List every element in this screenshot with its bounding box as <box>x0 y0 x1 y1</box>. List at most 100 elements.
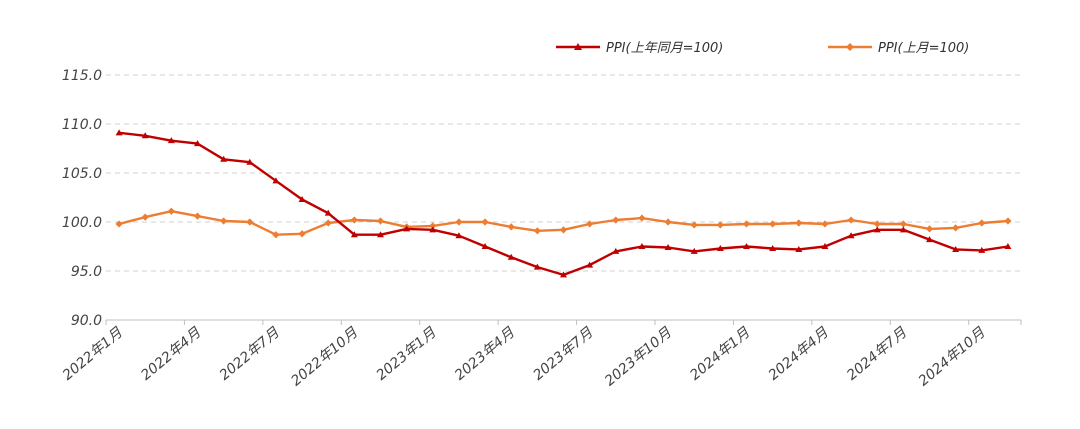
data-point <box>795 245 803 252</box>
y-tick-label: 95.0 <box>71 264 102 280</box>
data-point <box>324 209 332 216</box>
data-point <box>533 227 541 235</box>
data-point <box>403 225 411 232</box>
data-point <box>141 132 149 139</box>
data-point <box>586 220 594 228</box>
legend-item-yoy: PPI(上年同月=100) <box>556 37 723 56</box>
data-point <box>795 219 803 227</box>
data-point <box>220 155 228 162</box>
y-tick-label: 90.0 <box>71 313 102 329</box>
data-point <box>664 243 672 250</box>
data-point <box>821 220 829 228</box>
data-point <box>167 137 175 144</box>
series-ppi-yoy <box>115 129 1012 278</box>
x-tick-label: 2023年4月 <box>452 324 519 384</box>
data-point <box>115 220 123 228</box>
data-point <box>978 219 986 227</box>
data-point <box>455 232 463 239</box>
data-point <box>899 220 907 228</box>
data-point <box>690 247 698 254</box>
data-point <box>638 214 646 222</box>
y-tick-label: 100.0 <box>62 215 102 231</box>
data-point <box>376 217 385 225</box>
data-point <box>272 177 280 184</box>
data-point <box>1004 217 1012 225</box>
data-point <box>481 218 489 226</box>
data-point <box>533 263 541 270</box>
data-point <box>167 207 175 215</box>
data-point <box>298 230 306 238</box>
data-point <box>769 220 777 228</box>
data-point <box>324 219 332 227</box>
data-point <box>141 213 149 221</box>
x-tick-label: 2023年7月 <box>530 324 597 384</box>
data-point <box>612 216 620 224</box>
data-point <box>638 243 646 249</box>
x-axis: 2022年1月 2022年4月 2022年7月 2022年10月 2023年1月 2023… <box>60 319 1022 389</box>
data-point <box>821 243 829 249</box>
data-point <box>742 220 751 228</box>
data-point <box>246 158 254 165</box>
data-point <box>507 253 515 260</box>
data-point <box>350 231 358 238</box>
data-point <box>978 246 986 253</box>
data-point <box>952 224 960 232</box>
data-point <box>1004 243 1012 249</box>
data-point <box>690 221 698 229</box>
x-tick-label: 2024年10月 <box>916 324 989 389</box>
legend-swatch-mom <box>828 42 872 51</box>
data-point <box>612 247 620 254</box>
legend-label-yoy: PPI(上年同月=100) <box>606 41 724 56</box>
y-tick-label: 110.0 <box>62 117 102 133</box>
data-point <box>429 226 437 233</box>
x-tick-label: 2022年4月 <box>138 324 205 384</box>
data-point <box>298 195 306 202</box>
data-point <box>926 236 933 243</box>
data-point <box>115 129 123 136</box>
data-point <box>899 226 907 233</box>
x-tick-label: 2022年7月 <box>217 324 284 384</box>
x-tick-label: 2022年1月 <box>60 324 127 384</box>
legend-label-mom: PPI(上月=100) <box>878 41 970 56</box>
data-point <box>507 223 515 231</box>
data-point <box>586 261 594 268</box>
x-tick-label: 2023年1月 <box>373 324 440 384</box>
data-point <box>193 212 202 220</box>
x-tick-label: 2024年1月 <box>687 324 754 384</box>
data-point <box>873 220 881 228</box>
data-point <box>847 216 855 224</box>
data-point <box>716 221 724 229</box>
data-point <box>952 245 960 252</box>
gridlines <box>106 74 1021 272</box>
data-point <box>429 222 437 230</box>
data-point <box>716 244 724 251</box>
y-axis-tick-labels: 90.0 95.0 100.0 105.0 110.0 115.0 <box>62 68 102 329</box>
data-point <box>350 216 358 224</box>
data-point <box>847 232 855 239</box>
legend-swatch-yoy <box>556 42 600 50</box>
legend-item-mom: PPI(上月=100) <box>828 37 969 56</box>
x-tick-label: 2023年10月 <box>602 324 675 389</box>
data-point <box>272 231 280 239</box>
data-point <box>769 244 777 251</box>
y-tick-label: 115.0 <box>62 68 102 84</box>
x-tick-label: 2024年7月 <box>844 324 911 384</box>
x-tick-label: 2022年10月 <box>288 324 361 389</box>
data-point <box>873 226 881 233</box>
data-point <box>664 218 672 226</box>
series-line <box>118 131 1009 277</box>
series-layer <box>115 129 1012 278</box>
data-point <box>559 226 568 234</box>
data-point <box>194 140 201 147</box>
data-point <box>925 225 934 233</box>
data-point <box>377 231 384 238</box>
data-point <box>743 243 750 249</box>
data-point <box>481 243 489 249</box>
data-point <box>246 218 254 226</box>
data-point <box>560 271 567 278</box>
series-ppi-mom <box>115 207 1012 239</box>
x-tick-label: 2024年4月 <box>766 324 833 384</box>
y-tick-label: 105.0 <box>62 166 102 182</box>
data-point <box>220 217 228 225</box>
